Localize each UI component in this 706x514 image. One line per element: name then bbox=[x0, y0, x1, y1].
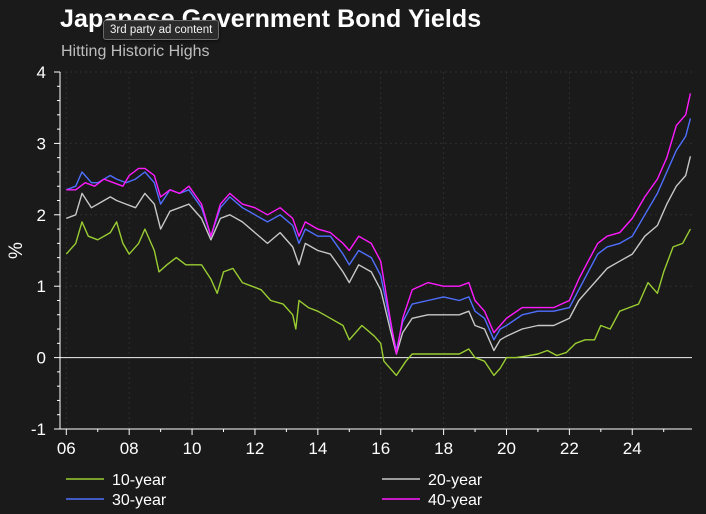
y-tick-label: 0 bbox=[37, 349, 46, 368]
y-tick-label: 1 bbox=[37, 277, 46, 296]
legend-label: 30-year bbox=[112, 492, 167, 509]
x-tick-label: 10 bbox=[183, 439, 202, 458]
chart-subtitle: Hitting Historic Highs bbox=[61, 43, 210, 60]
series-line-30-year bbox=[66, 118, 692, 352]
series-line-40-year bbox=[66, 93, 692, 355]
y-tick-label: 3 bbox=[37, 134, 46, 153]
ad-content-badge[interactable]: 3rd party ad content bbox=[103, 20, 220, 40]
x-tick-label: 06 bbox=[57, 439, 76, 458]
x-tick-label: 20 bbox=[497, 439, 516, 458]
y-tick-label: 2 bbox=[37, 206, 46, 225]
x-tick-label: 18 bbox=[434, 439, 453, 458]
y-axis-label: % bbox=[6, 242, 27, 259]
series-line-20-year bbox=[66, 156, 692, 355]
x-tick-label: 24 bbox=[623, 439, 642, 458]
legend-label: 40-year bbox=[428, 492, 483, 509]
x-tick-label: 14 bbox=[308, 439, 327, 458]
y-tick-label: -1 bbox=[31, 420, 46, 439]
series-line-10-year bbox=[65, 221, 692, 377]
legend-label: 20-year bbox=[428, 472, 483, 489]
y-tick-label: 4 bbox=[37, 63, 46, 82]
x-tick-label: 12 bbox=[245, 439, 264, 458]
x-tick-label: 16 bbox=[371, 439, 390, 458]
x-tick-label: 22 bbox=[560, 439, 579, 458]
x-tick-label: 08 bbox=[120, 439, 139, 458]
legend-label: 10-year bbox=[112, 472, 167, 489]
